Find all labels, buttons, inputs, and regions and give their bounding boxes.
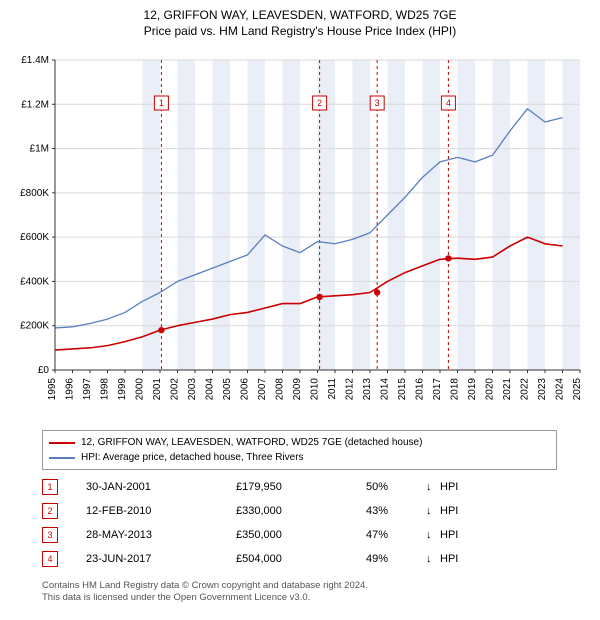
svg-text:2: 2 — [317, 98, 322, 108]
svg-text:2009: 2009 — [292, 378, 303, 401]
svg-text:2023: 2023 — [537, 378, 548, 401]
event-hpi-label: HPI — [440, 505, 470, 517]
event-pct: 49% — [366, 553, 426, 565]
footer: Contains HM Land Registry data © Crown c… — [42, 580, 557, 605]
svg-text:2012: 2012 — [345, 378, 356, 401]
legend: 12, GRIFFON WAY, LEAVESDEN, WATFORD, WD2… — [42, 430, 557, 470]
svg-text:2001: 2001 — [152, 378, 163, 401]
svg-text:1: 1 — [159, 98, 164, 108]
down-arrow-icon: ↓ — [426, 505, 440, 517]
event-date: 30-JAN-2001 — [86, 481, 236, 493]
event-hpi-label: HPI — [440, 553, 470, 565]
svg-text:1998: 1998 — [100, 378, 111, 401]
svg-text:2008: 2008 — [275, 378, 286, 401]
legend-row: HPI: Average price, detached house, Thre… — [49, 450, 550, 465]
chart-title: 12, GRIFFON WAY, LEAVESDEN, WATFORD, WD2… — [0, 0, 600, 39]
event-date: 28-MAY-2013 — [86, 529, 236, 541]
svg-text:3: 3 — [375, 98, 380, 108]
svg-text:2014: 2014 — [380, 378, 391, 401]
event-row: 1 30-JAN-2001£179,95050%↓HPI — [42, 475, 557, 499]
legend-swatch — [49, 442, 75, 444]
event-row: 3 28-MAY-2013£350,00047%↓HPI — [42, 523, 557, 547]
event-row: 4 23-JUN-2017£504,00049%↓HPI — [42, 547, 557, 571]
svg-text:2017: 2017 — [432, 378, 443, 401]
svg-text:£1M: £1M — [30, 144, 49, 155]
svg-text:2019: 2019 — [467, 378, 478, 401]
event-price: £179,950 — [236, 481, 366, 493]
event-marker: 2 — [42, 503, 58, 519]
event-date: 12-FEB-2010 — [86, 505, 236, 517]
svg-text:2018: 2018 — [450, 378, 461, 401]
svg-text:2005: 2005 — [222, 378, 233, 401]
event-price: £350,000 — [236, 529, 366, 541]
event-pct: 50% — [366, 481, 426, 493]
event-row: 2 12-FEB-2010£330,00043%↓HPI — [42, 499, 557, 523]
svg-text:2010: 2010 — [310, 378, 321, 401]
svg-text:£400K: £400K — [20, 276, 49, 287]
svg-text:2002: 2002 — [170, 378, 181, 401]
event-hpi-label: HPI — [440, 481, 470, 493]
down-arrow-icon: ↓ — [426, 529, 440, 541]
title-line1: 12, GRIFFON WAY, LEAVESDEN, WATFORD, WD2… — [0, 8, 600, 24]
title-line2: Price paid vs. HM Land Registry's House … — [0, 24, 600, 40]
svg-text:2013: 2013 — [362, 378, 373, 401]
event-price: £504,000 — [236, 553, 366, 565]
event-marker: 3 — [42, 527, 58, 543]
down-arrow-icon: ↓ — [426, 481, 440, 493]
svg-text:1996: 1996 — [65, 378, 76, 401]
svg-text:2020: 2020 — [485, 378, 496, 401]
svg-text:2022: 2022 — [520, 378, 531, 401]
legend-label: 12, GRIFFON WAY, LEAVESDEN, WATFORD, WD2… — [81, 435, 422, 450]
footer-line1: Contains HM Land Registry data © Crown c… — [42, 580, 557, 592]
svg-text:2006: 2006 — [240, 378, 251, 401]
event-pct: 43% — [366, 505, 426, 517]
legend-swatch — [49, 457, 75, 459]
event-pct: 47% — [366, 529, 426, 541]
events-table: 130-JAN-2001£179,95050%↓HPI212-FEB-2010£… — [42, 475, 557, 571]
svg-text:£1.2M: £1.2M — [21, 99, 49, 110]
event-date: 23-JUN-2017 — [86, 553, 236, 565]
svg-text:4: 4 — [446, 98, 451, 108]
svg-text:2021: 2021 — [502, 378, 513, 401]
svg-text:£800K: £800K — [20, 188, 49, 199]
svg-text:2024: 2024 — [555, 378, 566, 401]
svg-text:1999: 1999 — [117, 378, 128, 401]
svg-text:2004: 2004 — [205, 378, 216, 401]
svg-text:2025: 2025 — [572, 378, 583, 401]
footer-line2: This data is licensed under the Open Gov… — [42, 592, 557, 604]
event-marker: 4 — [42, 551, 58, 567]
chart-svg: £0 £200K £400K £600K £800K £1M £1.2M £1.4M 1995 1… — [0, 50, 600, 420]
chart: £0 £200K £400K £600K £800K £1M £1.2M £1.4M 1995 1… — [0, 50, 600, 420]
svg-text:£1.4M: £1.4M — [21, 55, 49, 66]
legend-label: HPI: Average price, detached house, Thre… — [81, 450, 304, 465]
svg-text:2007: 2007 — [257, 378, 268, 401]
svg-text:1997: 1997 — [82, 378, 93, 401]
svg-text:2016: 2016 — [415, 378, 426, 401]
svg-text:2003: 2003 — [187, 378, 198, 401]
svg-text:£0: £0 — [38, 365, 50, 376]
svg-text:2000: 2000 — [135, 378, 146, 401]
svg-text:1995: 1995 — [47, 378, 58, 401]
svg-text:£200K: £200K — [20, 321, 49, 332]
event-hpi-label: HPI — [440, 529, 470, 541]
svg-text:2011: 2011 — [327, 378, 338, 400]
legend-row: 12, GRIFFON WAY, LEAVESDEN, WATFORD, WD2… — [49, 435, 550, 450]
svg-text:2015: 2015 — [397, 378, 408, 401]
event-marker: 1 — [42, 479, 58, 495]
down-arrow-icon: ↓ — [426, 553, 440, 565]
event-price: £330,000 — [236, 505, 366, 517]
svg-text:£600K: £600K — [20, 232, 49, 243]
